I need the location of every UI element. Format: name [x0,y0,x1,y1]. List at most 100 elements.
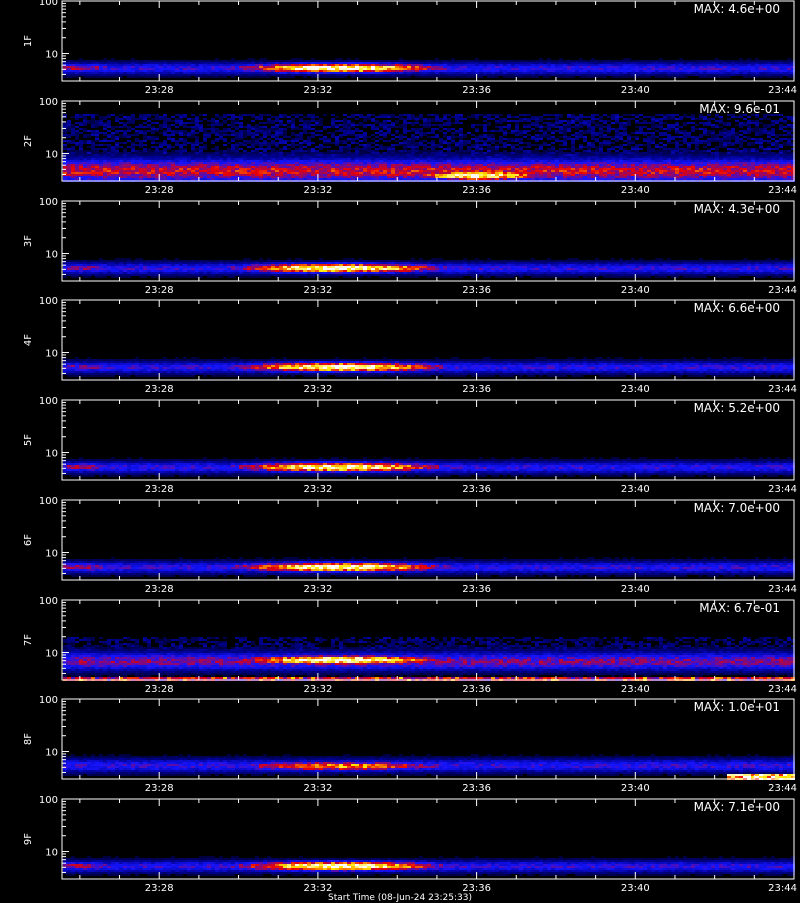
heat-cell [495,178,499,180]
heat-cell [107,146,111,148]
heat-cell [415,170,419,172]
heat-cell [199,164,203,166]
heat-cell [95,122,99,124]
heat-cell [367,76,371,78]
heat-cell [151,162,155,164]
heat-cell [519,158,523,160]
heat-cell [351,168,355,170]
heat-cell [131,142,135,144]
heat-cell [471,168,475,170]
heat-cell [307,124,311,126]
heat-cell [467,64,471,66]
heat-cell [75,170,79,172]
heat-cell [599,76,603,78]
heat-cell [303,150,307,152]
heat-cell [63,76,67,78]
heat-cell [619,62,623,64]
heat-cell [355,74,359,76]
heat-cell [703,62,707,64]
heat-cell [251,68,255,70]
heat-cell [167,156,171,158]
heat-cell [207,152,211,154]
heat-cell [479,74,483,76]
heat-cell [211,142,215,144]
heat-cell [519,154,523,156]
heat-cell [191,118,195,120]
heat-cell [431,124,435,126]
heat-cell [415,132,419,134]
heat-cell [411,64,415,66]
heat-cell [123,122,127,124]
heat-cell [503,150,507,152]
heat-cell [539,176,543,178]
heat-cell [319,70,323,72]
heat-cell [303,122,307,124]
heat-cell [331,178,335,180]
heat-cell [699,66,703,68]
heat-cell [171,72,175,74]
heat-cell [403,130,407,132]
heat-cell [191,74,195,76]
heat-cell [79,142,83,144]
heat-cell [291,126,295,128]
heat-cell [371,146,375,148]
heat-cell [195,122,199,124]
heat-cell [375,68,379,70]
heat-cell [295,144,299,146]
heat-cell [651,62,655,64]
heat-cell [203,134,207,136]
heat-cell [367,118,371,120]
heat-cell [75,172,79,174]
heat-cell [431,162,435,164]
heat-cell [499,138,503,140]
heat-cell [395,156,399,158]
heat-cell [151,140,155,142]
heat-cell [255,174,259,176]
heat-cell [231,118,235,120]
heat-cell [115,148,119,150]
heat-cell [527,142,531,144]
heat-cell [243,176,247,178]
heat-cell [243,168,247,170]
heat-cell [171,60,175,62]
heat-cell [631,68,635,70]
heat-cell [735,74,739,76]
heat-cell [511,150,515,152]
heat-cell [471,150,475,152]
heat-cell [391,122,395,124]
heat-cell [223,122,227,124]
heat-cell [103,172,107,174]
heat-cell [767,60,771,62]
heat-cell [555,72,559,74]
heat-cell [339,68,343,70]
heat-cell [167,174,171,176]
heat-cell [775,74,779,76]
heat-cell [235,68,239,70]
heat-cell [91,146,95,148]
heat-cell [455,176,459,178]
heat-cell [459,60,463,62]
heat-cell [231,158,235,160]
heat-cell [407,68,411,70]
heat-cell [431,154,435,156]
heat-cell [371,66,375,68]
heat-cell [127,68,131,70]
heat-cell [227,172,231,174]
heat-cell [279,128,283,130]
heat-cell [75,60,79,62]
heat-cell [475,68,479,70]
heat-cell [419,166,423,168]
heat-cell [647,60,651,62]
heat-cell [471,114,475,116]
heat-cell [115,172,119,174]
heat-cell [635,72,639,74]
heat-cell [527,164,531,166]
heat-cell [259,152,263,154]
heat-cell [467,160,471,162]
heat-cell [199,72,203,74]
heat-cell [115,174,119,176]
heat-cell [323,172,327,174]
heat-cell [183,70,187,72]
heat-cell [703,70,707,72]
heat-cell [479,148,483,150]
